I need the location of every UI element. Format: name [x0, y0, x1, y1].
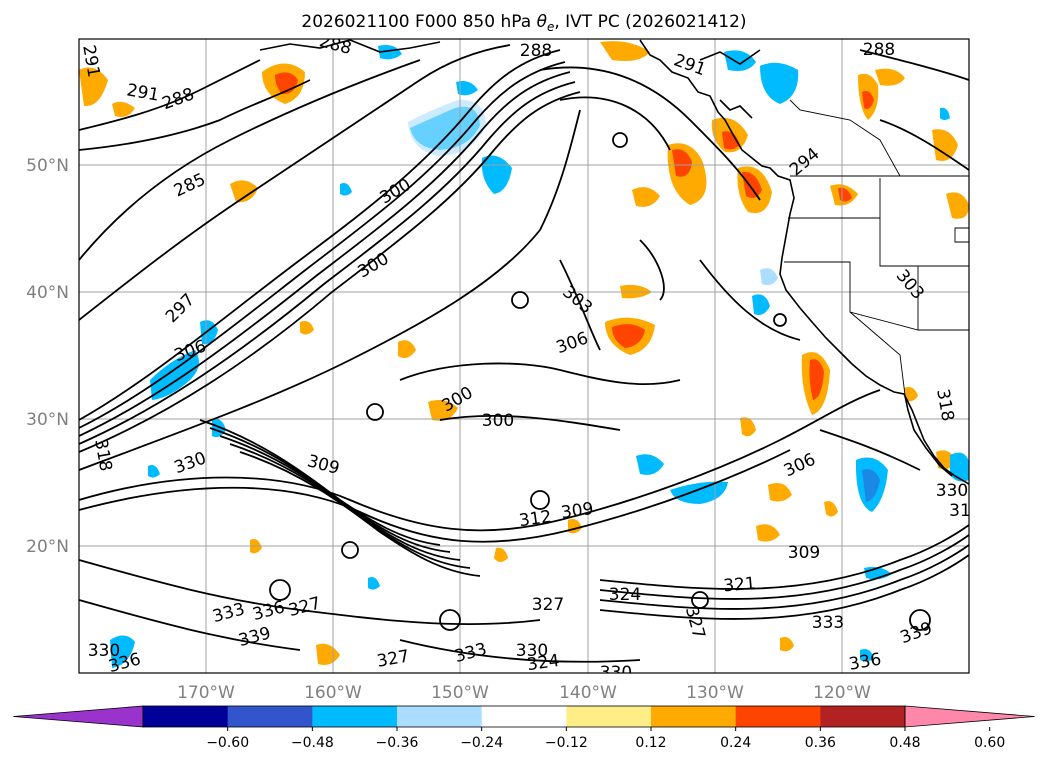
map-panel: 288 291 288 285 291 288 297 300 300 303 …	[78, 39, 971, 683]
contour-label: 288	[520, 41, 552, 61]
contour-label: 330	[88, 641, 120, 661]
longitude-labels: 170°W 160°W 150°W 140°W 130°W 120°W	[177, 683, 871, 703]
colorbar-segment	[397, 706, 483, 727]
lon-label: 150°W	[431, 683, 489, 703]
state-borders	[784, 99, 969, 396]
colorbar-tick-label: −0.36	[376, 735, 419, 751]
lon-label: 140°W	[559, 683, 617, 703]
lon-label: 120°W	[813, 683, 871, 703]
colorbar-tick-labels: −0.60 −0.48 −0.36 −0.24 −0.12 0.12 0.24 0.36 0.4…	[206, 727, 1005, 751]
colorbar-segment	[227, 706, 313, 727]
colorbar-segment	[735, 706, 821, 727]
contour-label: 312	[518, 507, 553, 531]
contour-label: 288	[863, 40, 895, 60]
colorbar	[13, 705, 1035, 728]
contour-label: 330	[936, 481, 968, 501]
contour-label: 300	[482, 411, 514, 431]
latitude-labels: 50°N 40°N 30°N 20°N	[26, 156, 69, 557]
colorbar-segment	[481, 706, 567, 727]
lat-label: 50°N	[26, 156, 69, 176]
contour-label: 31	[949, 501, 971, 521]
contour-label: 336	[106, 649, 143, 677]
lat-label: 20°N	[26, 537, 69, 557]
colorbar-segment	[312, 706, 398, 727]
map-frame	[78, 38, 970, 674]
lon-label: 160°W	[304, 683, 362, 703]
colorbar-tick-label: 0.24	[720, 735, 751, 751]
colorbar-tick-label: 0.60	[974, 735, 1005, 751]
contour-label: 321	[723, 574, 757, 597]
colorbar-tick-label: −0.48	[291, 735, 334, 751]
colorbar-tick-label: 0.48	[889, 735, 920, 751]
colorbar-segment	[566, 706, 652, 727]
colorbar-segment	[820, 706, 906, 727]
colorbar-frame	[142, 705, 906, 728]
contour-label: 324	[526, 651, 561, 675]
ivt-shading	[79, 41, 969, 668]
contour-label: 309	[788, 543, 820, 563]
coastlines	[259, 39, 969, 485]
colorbar-tick-label: −0.60	[206, 735, 249, 751]
lon-label: 170°W	[177, 683, 235, 703]
contour-label: 330	[600, 663, 632, 683]
contour-label: 336	[847, 649, 882, 674]
theta-e-contours	[79, 44, 969, 663]
colorbar-extend-high	[904, 705, 1035, 728]
colorbar-tick-label: −0.24	[460, 735, 503, 751]
lat-label: 40°N	[26, 283, 69, 303]
contour-label: 333	[812, 613, 844, 633]
colorbar-extend-low	[13, 705, 144, 728]
colorbar-tick-label: −0.12	[545, 735, 588, 751]
contour-label: 330	[516, 641, 548, 661]
colorbar-segment	[143, 706, 229, 727]
colorbar-tick-label: 0.12	[635, 735, 666, 751]
contour-label: 324	[609, 585, 641, 605]
lon-label: 130°W	[686, 683, 744, 703]
contour-label: 309	[560, 499, 595, 523]
contour-label: 327	[532, 595, 564, 615]
colorbar-segment	[651, 706, 737, 727]
map-title: 2026021100 F000 850 hPa θe, IVT PC (2026…	[301, 12, 746, 34]
lat-label: 30°N	[26, 410, 69, 430]
contour-label: 291	[78, 43, 103, 78]
colorbar-tick-label: 0.36	[805, 735, 836, 751]
